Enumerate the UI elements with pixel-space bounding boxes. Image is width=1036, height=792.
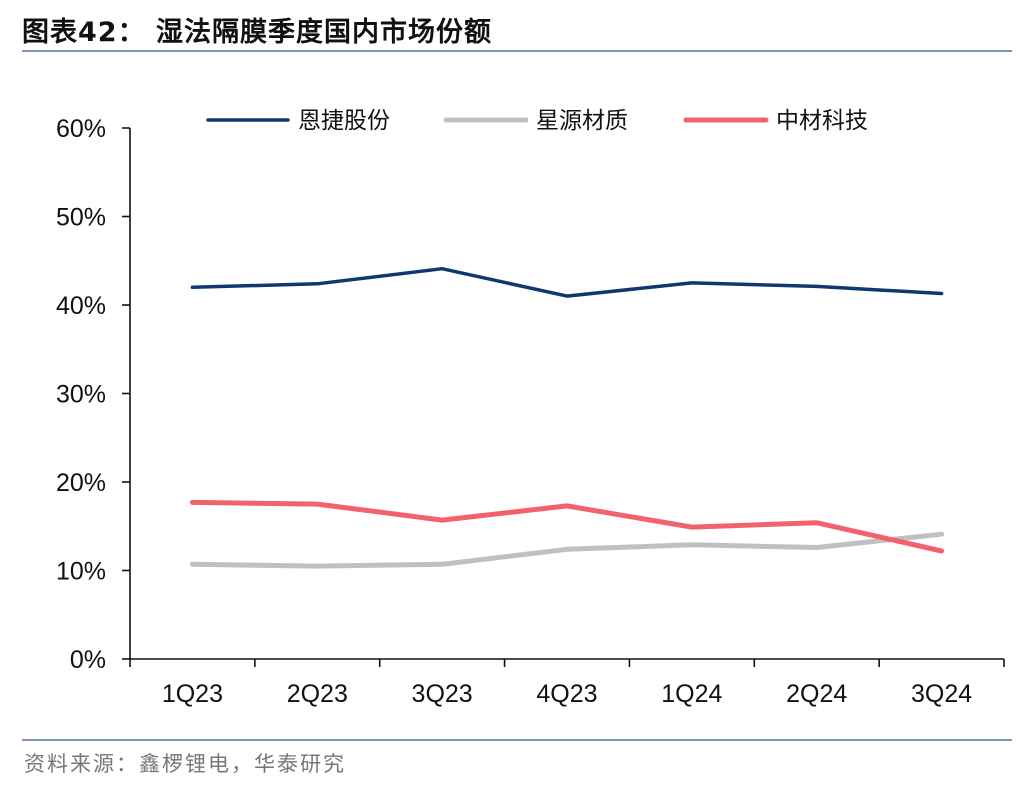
data-point xyxy=(690,281,694,285)
source-note: 资料来源：鑫椤锂电，华泰研究 xyxy=(24,752,346,776)
legend-label-2: 星源材质 xyxy=(536,108,628,134)
x-tick-label: 1Q23 xyxy=(162,680,223,708)
data-point xyxy=(940,292,943,295)
data-point xyxy=(316,502,319,506)
data-point xyxy=(440,563,444,566)
y-tick-label: 10% xyxy=(56,558,106,586)
data-point xyxy=(940,549,943,553)
data-point xyxy=(316,282,319,285)
chart-legend: 恩捷股份 星源材质 中材科技 xyxy=(206,108,868,134)
x-tick-label: 3Q24 xyxy=(911,680,972,708)
y-tick-label: 60% xyxy=(56,115,106,143)
header-rule xyxy=(22,50,1012,52)
y-tick-label: 0% xyxy=(70,646,106,674)
legend-label-1: 恩捷股份 xyxy=(298,108,390,134)
data-point xyxy=(440,518,444,522)
data-point xyxy=(815,521,818,524)
data-point xyxy=(815,285,818,288)
x-tick-label: 3Q23 xyxy=(412,680,473,708)
y-tick-label: 30% xyxy=(56,381,106,409)
y-tick-label: 20% xyxy=(56,469,106,497)
y-tick-label: 50% xyxy=(56,204,106,232)
data-point xyxy=(316,564,319,568)
data-point xyxy=(690,525,694,529)
x-tick-label: 2Q24 xyxy=(786,680,847,708)
y-tick-label: 40% xyxy=(56,292,106,320)
data-point xyxy=(565,504,569,508)
data-point xyxy=(690,543,694,547)
chart-axes: 0% 10% 20% 30% 40% 50% 60% 1Q23 2Q23 3Q23 4Q23 1Q24… xyxy=(56,115,1005,708)
series-line-1 xyxy=(190,266,944,298)
data-point xyxy=(191,286,194,289)
data-point xyxy=(440,267,444,270)
chart-series xyxy=(189,266,945,569)
data-point xyxy=(565,548,569,551)
data-point xyxy=(815,546,818,549)
footer-rule xyxy=(22,739,1012,741)
x-tick-label: 1Q24 xyxy=(661,680,722,708)
data-point xyxy=(940,533,943,536)
x-tick-label: 4Q23 xyxy=(536,680,597,708)
data-point xyxy=(191,563,194,566)
figure-title: 图表42： 湿法隔膜季度国内市场份额 xyxy=(22,17,492,48)
legend-label-3: 中材科技 xyxy=(776,108,868,134)
data-point xyxy=(565,294,569,298)
data-point xyxy=(191,501,194,504)
x-tick-label: 2Q23 xyxy=(287,680,348,708)
